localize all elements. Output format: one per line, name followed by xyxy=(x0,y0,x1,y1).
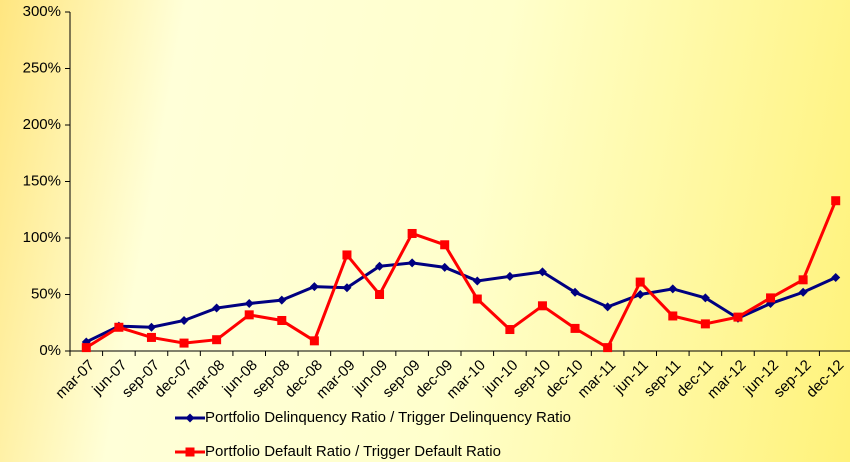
diamond-marker xyxy=(472,276,482,286)
legend-label: Portfolio Default Ratio / Trigger Defaul… xyxy=(205,443,501,460)
square-marker xyxy=(212,335,222,345)
diamond-marker xyxy=(831,273,841,283)
y-tick-label: 50% xyxy=(31,285,61,302)
square-marker xyxy=(407,228,417,238)
diamond-marker xyxy=(798,287,808,297)
diamond-marker xyxy=(505,271,515,281)
square-marker xyxy=(309,336,319,346)
square-marker xyxy=(179,338,189,348)
square-marker xyxy=(277,315,287,325)
diamond-marker xyxy=(375,261,385,271)
y-tick-label: 200% xyxy=(23,116,61,133)
y-tick-label: 300% xyxy=(23,3,61,20)
diamond-marker xyxy=(179,315,189,325)
square-marker xyxy=(505,325,515,335)
diamond-marker xyxy=(570,287,580,297)
square-marker xyxy=(81,343,91,353)
diamond-marker xyxy=(603,302,613,312)
diamond-marker xyxy=(309,282,319,292)
square-marker xyxy=(375,290,385,299)
legend-label: Portfolio Delinquency Ratio / Trigger De… xyxy=(205,409,571,426)
diamond-marker xyxy=(635,290,645,299)
legend-marker xyxy=(185,447,195,457)
square-marker xyxy=(537,301,547,311)
square-marker xyxy=(668,311,678,321)
y-tick-label: 250% xyxy=(23,59,61,76)
x-tick-label: mar-07 xyxy=(52,357,98,403)
series-line xyxy=(85,200,838,350)
diamond-marker xyxy=(668,284,678,294)
square-marker xyxy=(472,294,482,304)
diamond-marker xyxy=(537,267,547,277)
square-marker xyxy=(114,322,124,332)
square-marker xyxy=(798,275,808,285)
diamond-marker xyxy=(407,258,417,268)
diamond-marker xyxy=(440,262,450,272)
square-marker xyxy=(831,196,841,206)
x-tick-label: dec-12 xyxy=(803,357,847,401)
legend-marker xyxy=(185,413,195,423)
y-tick-label: 150% xyxy=(23,172,61,189)
diamond-marker xyxy=(342,283,352,293)
square-marker xyxy=(603,343,613,353)
diamond-marker xyxy=(700,293,710,303)
diamond-marker xyxy=(244,299,254,309)
square-marker xyxy=(342,250,352,260)
diamond-marker xyxy=(146,322,156,332)
square-marker xyxy=(146,332,156,342)
square-marker xyxy=(244,310,254,320)
y-tick-label: 100% xyxy=(23,229,61,246)
square-marker xyxy=(733,312,743,322)
square-marker xyxy=(570,323,580,333)
square-marker xyxy=(635,277,645,287)
diamond-marker xyxy=(277,295,287,305)
square-marker xyxy=(440,240,450,250)
square-marker xyxy=(766,293,776,303)
square-marker xyxy=(700,319,710,329)
diamond-marker xyxy=(212,303,222,313)
y-tick-label: 0% xyxy=(39,342,61,359)
